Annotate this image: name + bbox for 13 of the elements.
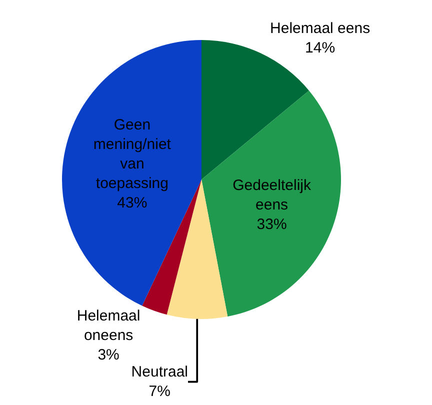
pie-slice [166,180,228,319]
slice-label: Helemaal oneens [76,308,140,344]
slice-label: Geen mening/niet van toepassing [93,116,172,192]
pie-slice [62,40,202,306]
slice-label: Neutraal [131,364,188,381]
data-label: 7% [148,383,170,400]
data-label: 3% [98,346,120,364]
data-label: 33% [256,216,287,233]
slice-label: Gedeeltelijk eens [232,176,312,214]
slice-label: Helemaal eens [270,20,370,38]
data-label: 43% [117,194,148,212]
data-label: 14% [305,40,336,57]
pie-slice [202,90,341,317]
